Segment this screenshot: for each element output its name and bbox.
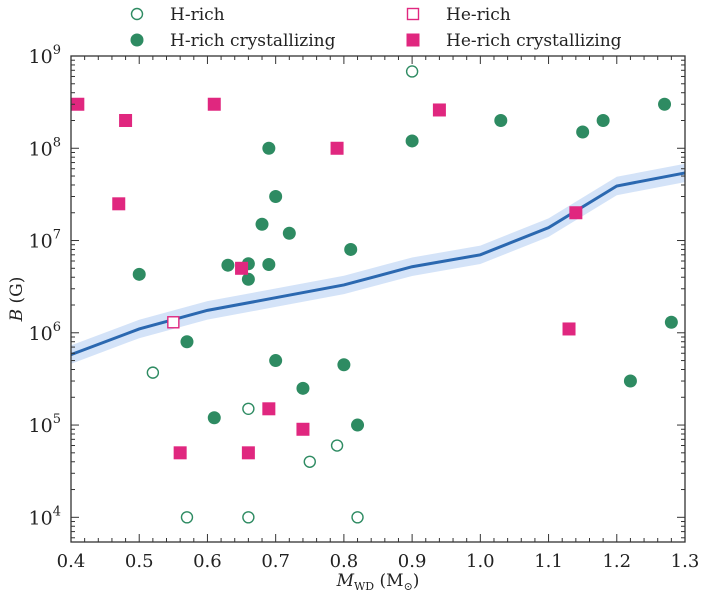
y-tick-label: 104 — [29, 504, 61, 529]
point-h-rich-crystallizing — [494, 113, 508, 127]
point-he-rich-crystallizing — [173, 446, 187, 460]
x-tick-label: 1.2 — [602, 551, 631, 572]
point-h-rich-crystallizing — [658, 97, 672, 111]
point-h-rich-crystallizing — [207, 411, 221, 425]
point-he-rich-crystallizing — [112, 197, 126, 211]
point-h-rich — [330, 439, 344, 452]
point-h-rich-crystallizing — [351, 418, 365, 432]
point-h-rich — [303, 455, 316, 468]
y-tick-label: 105 — [29, 412, 61, 437]
point-he-rich-crystallizing — [330, 141, 344, 155]
x-tick-label: 0.4 — [57, 551, 86, 572]
x-tick-label: 1.3 — [671, 551, 700, 572]
point-h-rich-crystallizing — [255, 217, 269, 231]
point-h-rich — [180, 511, 194, 524]
point-h-rich-crystallizing — [282, 226, 296, 240]
x-tick-label: 0.9 — [398, 551, 427, 572]
legend-label: H-rich — [170, 5, 225, 25]
axis-ticks — [70, 55, 686, 542]
point-he-rich — [167, 316, 180, 329]
point-h-rich-crystallizing — [241, 272, 255, 286]
x-tick-label: 0.8 — [330, 551, 359, 572]
x-tick-label: 0.5 — [125, 551, 154, 572]
point-he-rich-crystallizing — [262, 402, 276, 416]
point-h-rich-crystallizing — [221, 258, 235, 272]
point-he-rich-crystallizing — [207, 97, 221, 111]
legend-label: He-rich — [446, 5, 511, 25]
point-he-rich-crystallizing — [71, 97, 85, 111]
legend-label: H-rich crystallizing — [170, 31, 336, 51]
point-h-rich-crystallizing — [596, 113, 610, 127]
legend-marker — [130, 7, 144, 21]
legend-label: He-rich crystallizing — [446, 31, 622, 51]
point-h-rich-crystallizing — [262, 141, 276, 155]
point-h-rich-crystallizing — [269, 354, 283, 368]
point-h-rich-crystallizing — [623, 374, 637, 388]
legend-marker — [406, 33, 420, 47]
point-h-rich-crystallizing — [296, 381, 310, 395]
point-h-rich-crystallizing — [576, 125, 590, 139]
point-he-rich-crystallizing — [296, 422, 310, 436]
point-h-rich — [242, 511, 255, 524]
data-points — [71, 65, 678, 524]
legend-marker — [406, 7, 420, 21]
y-axis-label: B (G) — [7, 277, 27, 323]
point-he-rich-crystallizing — [432, 103, 446, 117]
point-h-rich-crystallizing — [262, 257, 276, 271]
point-he-rich-crystallizing — [119, 113, 133, 127]
confidence-band — [71, 163, 685, 364]
point-h-rich-crystallizing — [664, 315, 678, 329]
point-h-rich — [242, 402, 255, 416]
point-h-rich-crystallizing — [180, 335, 194, 349]
x-tick-label: 0.7 — [261, 551, 290, 572]
point-h-rich-crystallizing — [132, 267, 146, 281]
point-he-rich-crystallizing — [235, 261, 249, 275]
point-h-rich-crystallizing — [405, 134, 419, 148]
point-h-rich — [405, 65, 419, 78]
point-he-rich-crystallizing — [562, 322, 576, 336]
point-h-rich-crystallizing — [344, 242, 358, 256]
tick-labels: 0.4 0.5 0.6 0.7 0.8 0.9 1.0 1.1 1.2 1.3 104 105 106 1… — [29, 43, 700, 572]
y-tick-label: 107 — [29, 228, 61, 253]
x-tick-label: 1.1 — [534, 551, 563, 572]
y-tick-label: 106 — [29, 320, 61, 345]
point-he-rich-crystallizing — [569, 206, 583, 220]
point-h-rich-crystallizing — [269, 190, 283, 204]
point-he-rich-crystallizing — [241, 446, 255, 460]
x-axis-label: MWD (M⊙) — [336, 571, 420, 593]
point-h-rich — [146, 366, 160, 379]
point-h-rich — [351, 511, 364, 524]
uncertainty-band — [71, 163, 685, 364]
y-tick-label: 109 — [29, 43, 61, 68]
x-tick-label: 1.0 — [466, 551, 495, 572]
x-tick-label: 0.6 — [193, 551, 222, 572]
plot-frame — [70, 55, 686, 543]
point-h-rich-crystallizing — [337, 358, 351, 372]
y-tick-label: 108 — [29, 135, 61, 160]
legend: H-rich He-rich H-rich crystallizing He-rich… — [130, 5, 622, 51]
legend-marker — [130, 33, 144, 47]
